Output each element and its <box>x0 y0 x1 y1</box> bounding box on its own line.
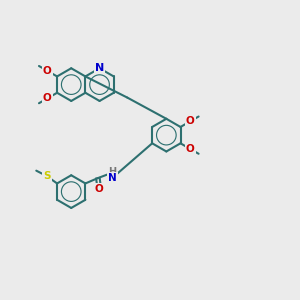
Text: O: O <box>186 144 195 154</box>
Text: O: O <box>43 93 52 103</box>
Text: S: S <box>43 171 50 181</box>
Text: O: O <box>95 184 104 194</box>
Text: N: N <box>95 63 104 73</box>
Text: N: N <box>108 173 116 183</box>
Text: O: O <box>186 116 195 126</box>
Text: O: O <box>43 66 52 76</box>
Text: H: H <box>108 167 116 177</box>
